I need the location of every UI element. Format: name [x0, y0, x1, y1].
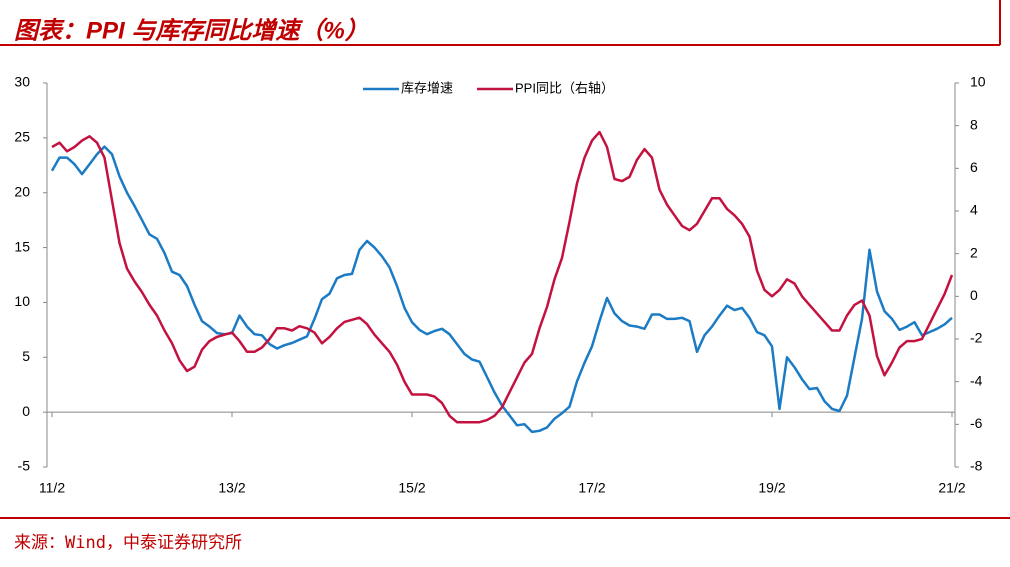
y2-tick-label: -4	[970, 372, 983, 388]
y-tick-label: 10	[14, 293, 30, 309]
y2-tick-label: -6	[970, 415, 983, 431]
y2-tick-label: -8	[970, 458, 983, 474]
y-tick-label: 15	[14, 238, 30, 254]
source: 来源：Wind，中泰证券研究所	[14, 533, 242, 553]
y-tick-label: -5	[18, 458, 31, 474]
chart-title: 图表：PPI 与库存同比增速（%）	[14, 16, 369, 44]
y-tick-label: 0	[22, 403, 30, 419]
legend-label: PPI同比（右轴）	[515, 80, 614, 95]
series-line	[51, 130, 954, 424]
y2-tick-label: -2	[970, 330, 983, 346]
y2-tick-label: 10	[970, 74, 986, 90]
x-tick-label: 21/2	[938, 480, 965, 496]
y2-tick-label: 2	[970, 244, 978, 260]
y2-tick-label: 6	[970, 159, 978, 175]
x-tick-label: 13/2	[218, 480, 245, 496]
y-tick-label: 20	[14, 183, 30, 199]
y2-tick-label: 4	[970, 202, 978, 218]
series-line	[50, 145, 953, 434]
x-tick-label: 11/2	[39, 480, 65, 496]
y2-tick-label: 0	[970, 287, 978, 303]
y2-tick-label: 8	[970, 116, 978, 132]
x-tick-label: 19/2	[758, 480, 785, 496]
x-tick-label: 15/2	[398, 480, 425, 496]
y-tick-label: 25	[14, 129, 30, 145]
y-tick-label: 5	[22, 348, 30, 364]
y-tick-label: 30	[14, 74, 30, 90]
x-tick-label: 17/2	[578, 480, 605, 496]
legend-label: 库存增速	[401, 80, 453, 95]
